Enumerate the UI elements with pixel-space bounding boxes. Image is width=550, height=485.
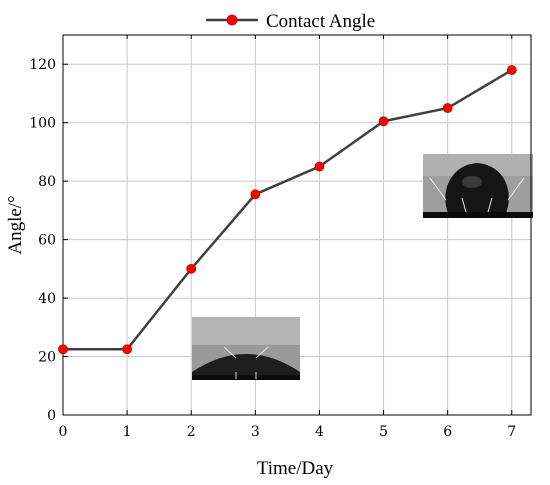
y-tick-label: 80 [38,174,56,190]
y-tick-label: 60 [38,233,56,249]
y-axis-title: Angle/° [5,195,26,254]
y-tick-label: 20 [38,350,56,366]
x-tick-label: 3 [251,424,260,440]
y-tick-label: 0 [47,408,56,424]
x-tick-label: 5 [379,424,388,440]
data-point [378,116,389,127]
x-axis-title: Time/Day [257,458,334,479]
x-tick-label: 7 [507,424,516,440]
y-axis: 0 20 40 60 80 100 120 [29,57,68,424]
data-point [122,344,133,355]
data-point [314,161,325,172]
x-tick-label: 2 [187,424,196,440]
y-tick-label: 120 [29,57,56,73]
series-contact-angle [58,65,517,355]
x-tick-label: 1 [123,424,132,440]
data-point [186,263,197,274]
x-tick-label: 0 [59,424,68,440]
data-point [442,103,453,113]
inset-photos [192,154,533,380]
data-point [250,189,261,200]
plot-area-frame [62,34,532,416]
series-line [63,69,513,351]
y-tick-label: 40 [38,291,56,307]
y-tick-label: 100 [29,116,56,132]
x-tick-label: 6 [443,424,452,440]
data-point [506,65,517,75]
legend: Contact Angle [206,11,375,32]
x-axis: 0 1 2 3 4 5 6 7 [59,35,516,440]
x-tick-label: 4 [315,424,324,440]
droplet-low-angle-photo [192,317,300,380]
data-point [58,344,68,355]
grid-lines [63,35,531,415]
legend-marker [226,14,238,26]
legend-label: Contact Angle [266,11,375,32]
droplet-high-angle-photo [423,154,533,218]
